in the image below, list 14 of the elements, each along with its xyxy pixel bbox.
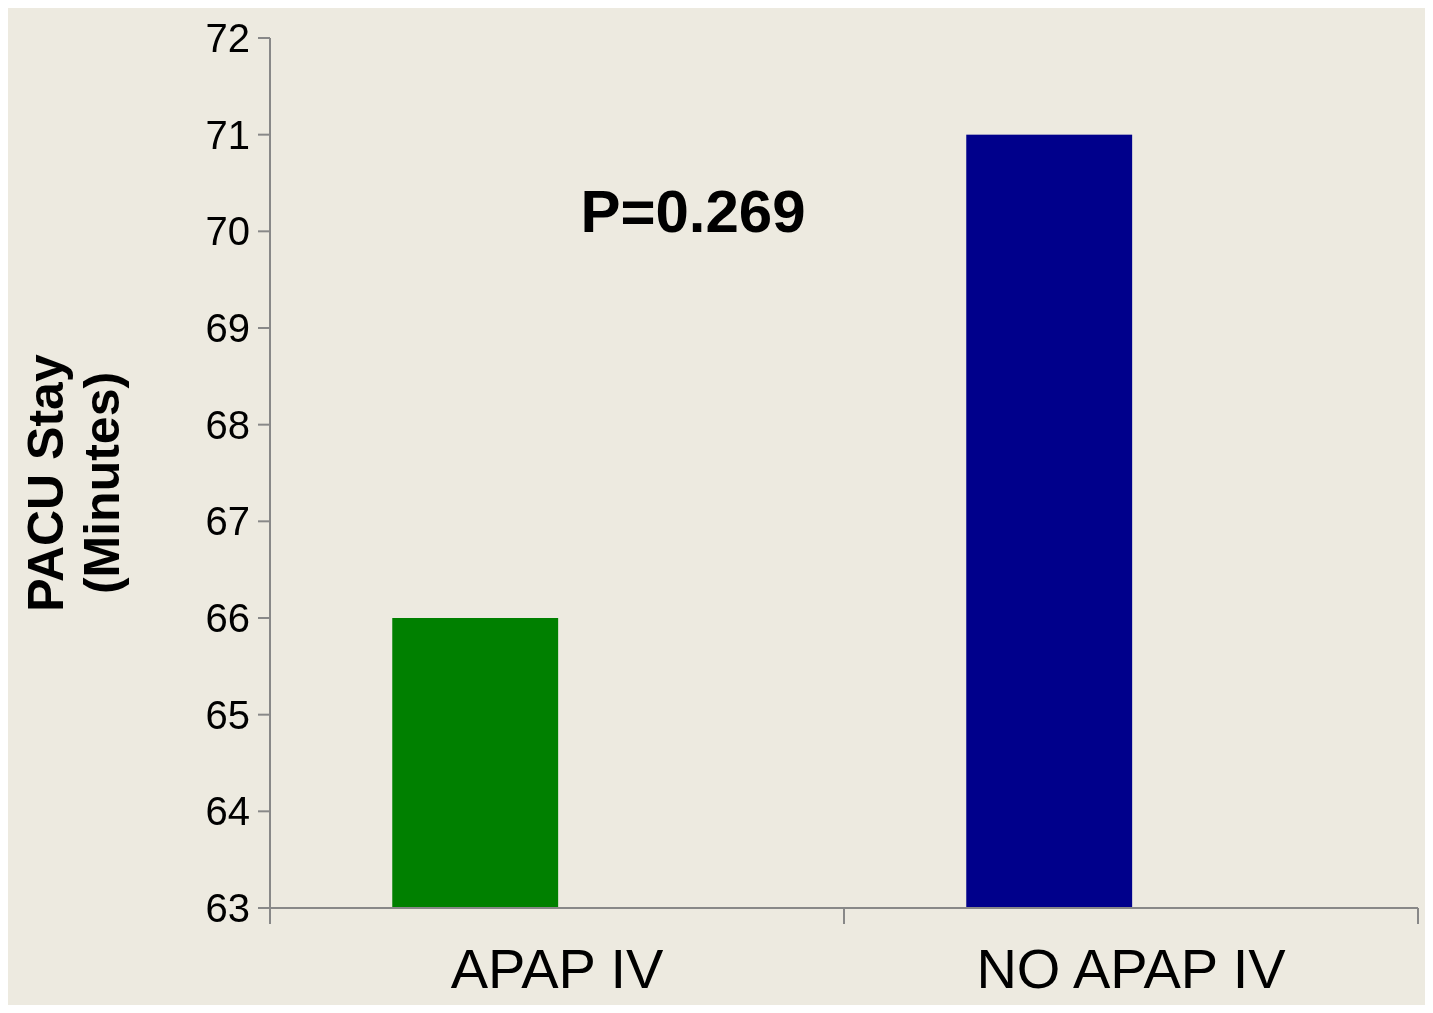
y-tick-label: 69 — [205, 306, 250, 350]
y-tick-label: 70 — [205, 209, 250, 254]
y-tick-label: 71 — [205, 112, 250, 157]
y-tick-label: 63 — [205, 886, 250, 930]
y-axis-title: PACU Stay (Minutes) — [18, 354, 130, 612]
y-tick-label: 65 — [205, 692, 250, 737]
annotation: P=0.269 — [580, 178, 806, 245]
y-tick-label: 72 — [205, 16, 250, 60]
y-tick-label: 66 — [205, 596, 250, 640]
y-tick-label: 67 — [205, 499, 250, 544]
x-tick-label: APAP IV — [450, 937, 664, 1000]
x-tick-label: NO APAP IV — [976, 937, 1287, 1000]
y-tick-label: 68 — [205, 402, 250, 447]
y-tick-label: 64 — [205, 789, 250, 834]
